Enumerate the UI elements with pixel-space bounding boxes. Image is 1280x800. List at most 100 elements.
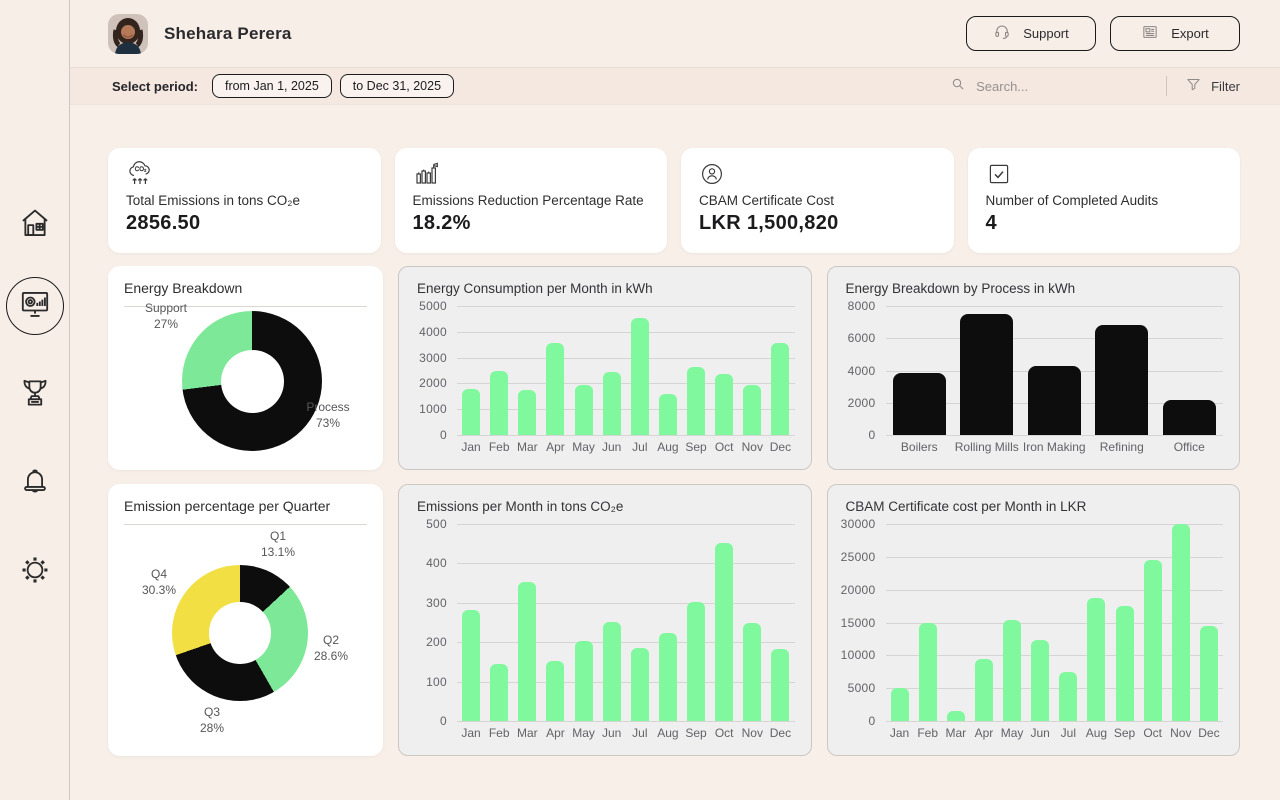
gridline: [885, 524, 1223, 525]
plot-area: [885, 524, 1223, 722]
x-tick-label: Sep: [685, 440, 707, 454]
x-tick-label: Jan: [461, 440, 481, 454]
search-icon: [950, 76, 966, 97]
stat-value: 4: [985, 212, 997, 234]
y-tick-label: 8000: [847, 299, 876, 313]
x-axis: Jan Feb Mar Apr May Jun Jul Aug Sep Oct Nov Dec: [457, 721, 795, 745]
chart-growth-icon: [413, 161, 650, 187]
slice-label-q4: Q4 30.3%: [141, 567, 177, 597]
slice-label-q3: Q3 28%: [199, 705, 225, 735]
x-axis: Boilers Rolling Mills Iron Making Refining O…: [886, 435, 1224, 459]
y-tick-label: 2000: [847, 395, 876, 410]
period-from-button[interactable]: from Jan 1, 2025: [211, 74, 332, 98]
gridline: [457, 721, 795, 722]
bell-icon: [18, 464, 52, 503]
x-tick-label: Oct: [1143, 726, 1163, 740]
bar-aug: [658, 394, 677, 435]
x-tick-label: Feb: [488, 726, 510, 740]
y-tick-label: 10000: [840, 648, 876, 663]
sidebar-item-notifications[interactable]: [15, 463, 55, 503]
stat-cards-row: CO₂ Total Emissions in tons CO₂e 2856.50…: [108, 148, 1240, 253]
bar-jun: [1031, 639, 1050, 721]
sidebar-item-achievements[interactable]: [15, 375, 55, 415]
filter-button[interactable]: Filter: [1185, 76, 1240, 96]
plot-area: [457, 306, 795, 436]
y-tick-label: 25000: [840, 549, 876, 564]
x-tick-label: Office: [1173, 440, 1205, 454]
period-to-button[interactable]: to Dec 31, 2025: [339, 74, 455, 98]
donut-chart-emission-quarter: Q1 13.1% Q2 28.6% Q3 28% Q4 30.3%: [124, 525, 367, 742]
gridline: [885, 306, 1223, 307]
x-tick-label: Boilers: [900, 440, 938, 454]
x-tick-label: Jul: [632, 440, 648, 454]
gridline: [885, 721, 1223, 722]
x-tick-label: May: [1000, 726, 1024, 740]
bar-jul: [1059, 671, 1078, 721]
slice-label-q1: Q1 13.1%: [260, 529, 296, 559]
gridline: [885, 556, 1223, 558]
stat-card-total-emissions: CO₂ Total Emissions in tons CO₂e 2856.50: [108, 148, 381, 253]
x-tick-label: Jun: [602, 726, 622, 740]
bar-feb: [918, 622, 937, 721]
y-tick-label: 1000: [419, 402, 447, 417]
x-tick-label: Nov: [1170, 726, 1192, 740]
bar-may: [574, 384, 593, 435]
sidebar-item-settings[interactable]: [15, 552, 55, 592]
chart-title: CBAM Certificate cost per Month in LKR: [845, 499, 1087, 514]
gridline: [457, 357, 795, 359]
support-button[interactable]: Support: [966, 16, 1096, 51]
gridline: [457, 435, 795, 436]
stat-label: Emissions Reduction Percentage Rate: [412, 193, 644, 208]
bar-jan: [890, 688, 909, 721]
gridline: [885, 589, 1223, 591]
y-axis: 0 1000 2000 3000 4000 5000: [413, 299, 457, 442]
chart-title: Energy Consumption per Month in kWh: [417, 281, 653, 296]
emission-quarter-card: Emission percentage per Quarter Q1 13.1%…: [108, 484, 383, 756]
bar-jul: [630, 317, 649, 435]
search-box[interactable]: [950, 76, 1160, 97]
x-tick-label: Nov: [741, 726, 763, 740]
x-tick-label: Jul: [632, 726, 648, 740]
x-tick-label: Rolling Mills: [954, 440, 1019, 454]
bar-dec: [1199, 626, 1218, 721]
gridline: [457, 383, 795, 385]
plot-area: [885, 306, 1223, 436]
bar-chart-emissions-per-month: 0 100 200 300 400 500 Jan Feb Mar Apr May Jun Jul Au…: [413, 517, 795, 745]
avatar[interactable]: [108, 13, 148, 54]
sidebar: [0, 0, 70, 800]
y-tick-label: 3000: [419, 350, 447, 365]
bar-mar: [946, 711, 965, 721]
stat-value: 18.2%: [412, 212, 471, 234]
stat-label: Number of Completed Audits: [985, 193, 1159, 208]
donut-ring: [172, 565, 308, 701]
bar-chart-energy-by-process: 0 2000 4000 6000 8000 Boilers Rolling Mills Ir…: [842, 299, 1224, 459]
x-tick-label: May: [572, 726, 595, 740]
stat-label: Total Emissions in tons CO₂e: [126, 193, 301, 208]
bar-feb: [490, 370, 509, 435]
x-tick-label: Feb: [488, 440, 510, 454]
checkbox-icon: [986, 161, 1223, 187]
plot-area: [457, 524, 795, 722]
gridline: [457, 602, 795, 604]
gridline: [457, 331, 795, 333]
donut-hole: [220, 349, 284, 413]
search-input[interactable]: [976, 78, 1127, 94]
y-axis: 0 100 200 300 400 500: [413, 517, 457, 728]
y-tick-label: 500: [426, 517, 447, 531]
sidebar-item-dashboard[interactable]: [5, 277, 64, 335]
bar-jan: [462, 388, 481, 435]
sidebar-item-home[interactable]: [15, 205, 55, 245]
bar-sep: [687, 366, 706, 435]
x-tick-label: Jan: [889, 726, 910, 740]
stat-card-reduction-rate: Emissions Reduction Percentage Rate 18.2…: [394, 148, 667, 253]
y-tick-label: 300: [426, 595, 447, 610]
trophy-icon: [18, 376, 52, 415]
bar-jun: [602, 371, 621, 435]
export-button[interactable]: Export: [1110, 16, 1240, 51]
bar-sep: [1115, 606, 1134, 721]
x-axis: Jan Feb Mar Apr May Jun Jul Aug Sep Oct Nov Dec: [886, 721, 1224, 745]
bar-aug: [658, 632, 677, 721]
x-tick-label: Jul: [1060, 726, 1076, 740]
gridline: [885, 435, 1223, 436]
y-tick-label: 100: [426, 674, 447, 689]
